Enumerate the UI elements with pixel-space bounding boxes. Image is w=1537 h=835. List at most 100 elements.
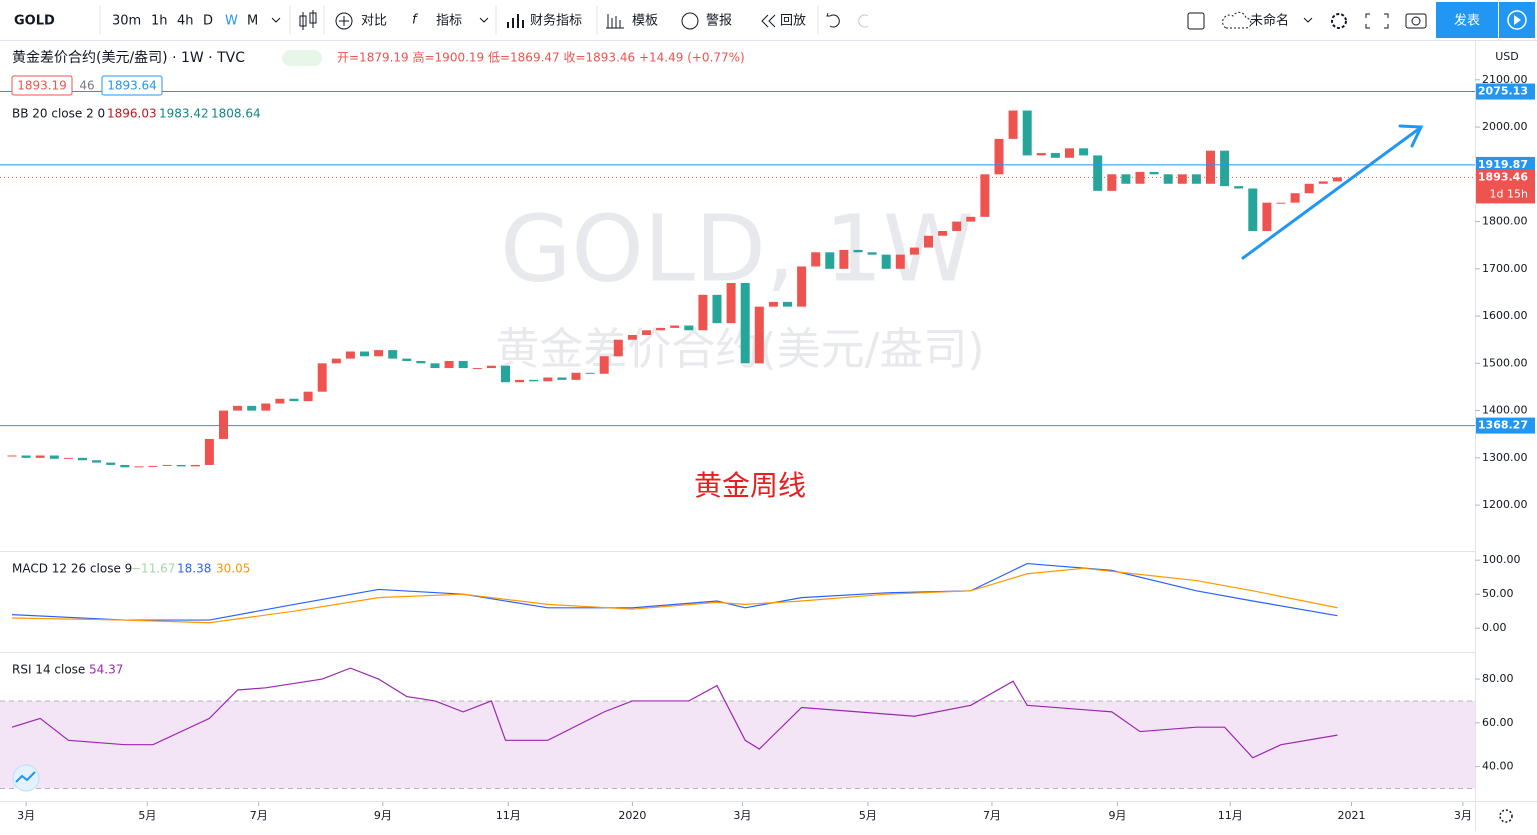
y-tick-label: 50.00 <box>1482 587 1514 600</box>
candle <box>7 455 17 457</box>
dropdown[interactable] <box>479 17 489 23</box>
financials[interactable]: 财务指标 <box>530 13 582 29</box>
interval[interactable]: 30m <box>112 14 141 29</box>
candle <box>148 465 158 467</box>
y-tick-label: 1800.00 <box>1482 215 1528 228</box>
candle <box>1206 150 1215 184</box>
macd-label: MACD 12 26 close 9 <box>12 562 132 576</box>
settings[interactable] <box>1331 13 1347 29</box>
candle <box>1191 174 1201 184</box>
layout-name[interactable]: 未命名 <box>1250 13 1289 29</box>
symbol[interactable]: GOLD <box>14 14 55 29</box>
bid[interactable]: 1893.19 <box>17 79 67 93</box>
candle <box>21 455 31 458</box>
legend-title: 黄金差价合约(美元/盎司) · 1W · TVC <box>12 49 245 66</box>
watermark: GOLD, 1W <box>500 195 974 302</box>
alert-icon[interactable] <box>681 12 699 30</box>
bid-box[interactable] <box>11 75 73 96</box>
candle <box>656 327 666 331</box>
candle <box>501 365 510 383</box>
compare-icon[interactable] <box>335 12 353 30</box>
candle <box>642 330 651 335</box>
replay[interactable]: 回放 <box>780 14 806 29</box>
candle <box>317 363 327 392</box>
candle <box>1121 174 1131 184</box>
candle <box>1036 153 1046 156</box>
templates-icon <box>606 14 624 29</box>
candle <box>768 301 778 307</box>
candle <box>1163 174 1173 184</box>
candle <box>599 356 609 374</box>
dropdown[interactable] <box>1303 17 1313 23</box>
candle <box>388 350 398 359</box>
y-tick-label: 60.00 <box>1482 716 1514 729</box>
layout-icon[interactable] <box>1187 12 1205 30</box>
indicator-line <box>11 567 1338 624</box>
candle <box>571 372 581 380</box>
rsi-band <box>0 700 1475 789</box>
axis-settings[interactable] <box>1499 809 1513 823</box>
candle <box>458 360 468 369</box>
candle <box>529 379 539 382</box>
bb-lower: 1808.64 <box>211 107 261 121</box>
bb-label: BB 20 close 2 0 <box>12 107 105 121</box>
x-tick-label: 9月 <box>374 809 392 822</box>
templates[interactable]: 模板 <box>632 14 658 29</box>
candle <box>416 360 426 364</box>
interval-active[interactable]: W <box>225 14 238 29</box>
candle <box>303 391 313 402</box>
candle <box>289 398 299 402</box>
alerts[interactable]: 警报 <box>706 13 732 29</box>
indicator-icon: f <box>412 13 419 28</box>
toolbar <box>0 0 1537 40</box>
undo[interactable] <box>826 12 840 28</box>
y-tick-label: 1300.00 <box>1482 451 1528 464</box>
interval[interactable]: 1h <box>151 14 168 29</box>
plot: USD 黄金周线 1200.00 1300.00 1400.00 1500.00 1600.… <box>0 50 1535 822</box>
x-tick-label: 5月 <box>859 809 877 822</box>
publish-button[interactable] <box>1436 2 1498 38</box>
publish[interactable]: 发表 <box>1454 13 1480 29</box>
candle <box>585 372 595 374</box>
dropdown[interactable] <box>271 17 281 23</box>
candle <box>726 283 736 324</box>
snapshot[interactable] <box>1405 13 1427 29</box>
candle <box>486 365 496 369</box>
candle <box>1107 174 1117 191</box>
candle <box>895 254 905 269</box>
candle <box>909 247 919 255</box>
indicators[interactable]: 指标 <box>436 14 462 29</box>
bb-upper: 1983.42 <box>159 107 209 121</box>
candle <box>966 216 976 222</box>
candle <box>219 410 228 439</box>
candle <box>78 457 87 461</box>
candle <box>92 460 102 463</box>
candle <box>754 306 764 364</box>
x-tick-label: 11月 <box>496 809 521 822</box>
ask[interactable]: 1893.64 <box>107 79 157 93</box>
candle <box>1008 110 1018 139</box>
interval[interactable]: D <box>203 14 213 29</box>
interval[interactable]: M <box>247 14 258 29</box>
compare[interactable]: 对比 <box>361 14 387 29</box>
candle <box>1065 148 1074 158</box>
price-label-box <box>1476 156 1535 173</box>
legend-toggle[interactable] <box>282 50 322 66</box>
candle <box>176 464 186 467</box>
financials-icon <box>507 14 524 28</box>
candle <box>120 464 130 468</box>
candle <box>1290 193 1300 203</box>
candle <box>190 464 200 467</box>
candle <box>698 294 708 331</box>
y-tick-label: 2000.00 <box>1482 120 1528 133</box>
redo[interactable] <box>858 14 869 28</box>
chart-type-icon[interactable] <box>299 10 317 30</box>
fullscreen[interactable] <box>1365 13 1389 29</box>
replay-icon[interactable] <box>761 14 776 28</box>
candle <box>712 294 722 324</box>
ask-box[interactable] <box>101 75 163 96</box>
candle <box>684 325 694 331</box>
candle <box>444 360 454 369</box>
interval[interactable]: 4h <box>177 14 194 29</box>
